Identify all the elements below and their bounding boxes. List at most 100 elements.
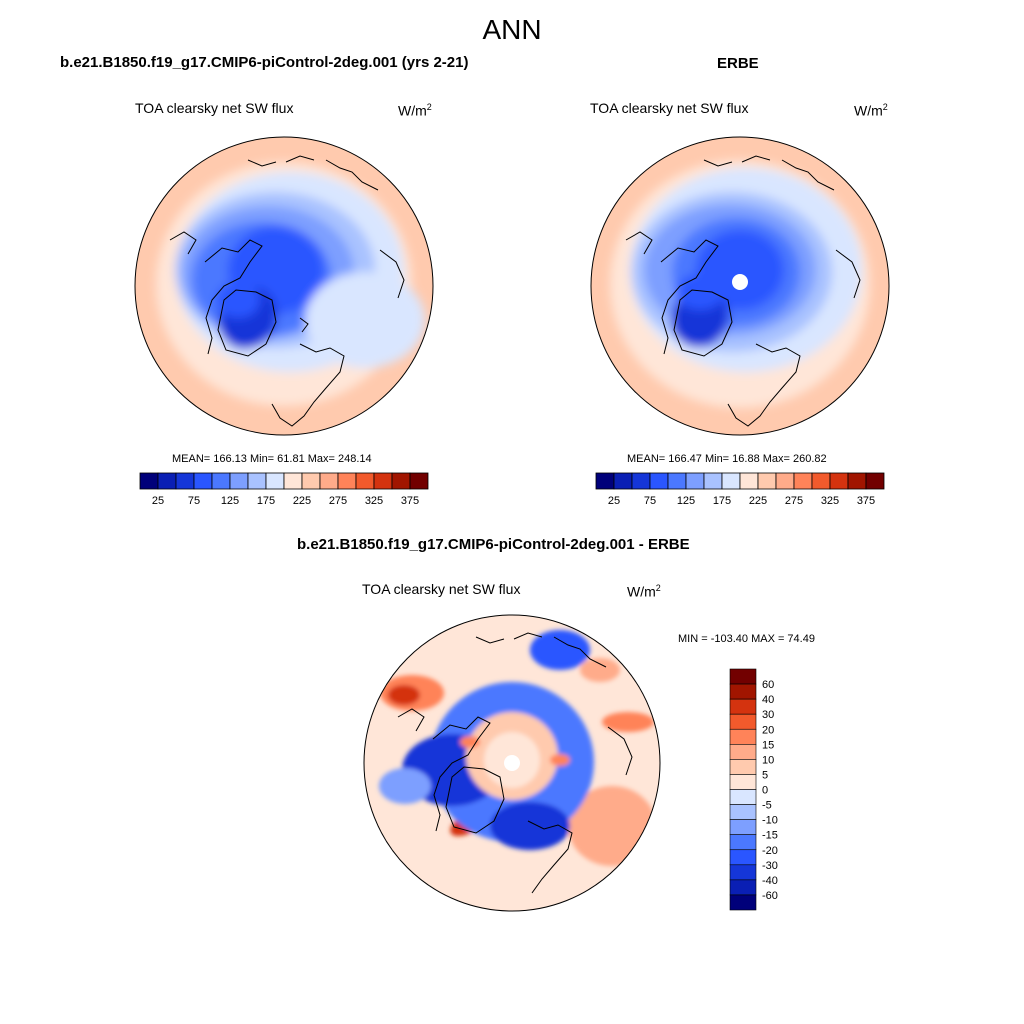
colorbar-tick-label: 125 <box>677 495 695 507</box>
colorbar-swatch <box>729 728 757 745</box>
colorbar-obs: 25 75 125 175 225 275 325 375 <box>595 472 885 507</box>
colorbar-tick-label: -60 <box>762 890 778 902</box>
panel-title-obs: ERBE <box>717 55 759 72</box>
polar-map-diff <box>364 615 660 911</box>
field-title-obs: TOA clearsky net SW flux <box>590 100 749 116</box>
colorbar-swatch <box>337 472 357 490</box>
colorbar-swatch <box>729 864 757 881</box>
colorbar-swatch <box>139 472 159 490</box>
coastlines-obs <box>625 155 861 427</box>
colorbar-swatch <box>355 472 375 490</box>
colorbar-swatch <box>729 834 757 851</box>
map-border-diff <box>363 614 661 912</box>
colorbar-tick-label: 20 <box>762 724 774 736</box>
colorbar-tick-label: 275 <box>785 495 803 507</box>
colorbar-swatch <box>729 713 757 730</box>
colorbar-tick-label: 75 <box>644 495 656 507</box>
colorbar-swatch <box>739 472 759 490</box>
colorbar-swatch <box>729 668 757 685</box>
colorbar-swatch <box>667 472 687 490</box>
colorbar-swatch <box>265 472 285 490</box>
colorbar-swatch <box>729 879 757 896</box>
colorbar-tick-label: 325 <box>365 495 383 507</box>
colorbar-tick-label: 0 <box>762 785 768 797</box>
colorbar-swatch <box>729 759 757 775</box>
colorbar-tick-label: 125 <box>221 495 239 507</box>
colorbar-swatch <box>409 472 429 490</box>
colorbar-tick-label: -20 <box>762 845 778 857</box>
colorbar-tick-label: -15 <box>762 830 778 842</box>
colorbar-swatch <box>729 804 757 820</box>
colorbar-swatch <box>811 472 831 490</box>
colorbar-tick-label: 225 <box>749 495 767 507</box>
colorbar-tick-label: 375 <box>857 495 875 507</box>
colorbar-tick-label: 10 <box>762 754 774 766</box>
colorbar-swatch <box>729 789 757 805</box>
colorbar-swatch <box>703 472 723 490</box>
units-diff: W/m2 <box>627 583 661 600</box>
colorbar-tick-label: 175 <box>257 495 275 507</box>
colorbar-swatch <box>193 472 213 490</box>
units-obs: W/m2 <box>854 102 888 119</box>
colorbar-swatch <box>175 472 195 490</box>
page-title: ANN <box>482 14 542 45</box>
colorbar-swatch <box>373 472 393 490</box>
colorbar-swatch <box>793 472 813 490</box>
colorbar-swatch <box>775 472 795 490</box>
colorbar-tick-label: 225 <box>293 495 311 507</box>
colorbar-tick-label: 40 <box>762 694 774 706</box>
field-title-model: TOA clearsky net SW flux <box>135 100 294 116</box>
colorbar-tick-label: 15 <box>762 739 774 751</box>
panel-title-model: b.e21.B1850.f19_g17.CMIP6-piControl-2deg… <box>60 54 469 71</box>
colorbar-swatch <box>631 472 651 490</box>
colorbar-swatch <box>729 744 757 760</box>
colorbar-swatch <box>391 472 411 490</box>
colorbar-swatch <box>157 472 177 490</box>
colorbar-swatch <box>649 472 669 490</box>
colorbar-tick-label: 275 <box>329 495 347 507</box>
colorbar-swatch <box>211 472 231 490</box>
colorbar-swatch <box>301 472 321 490</box>
colorbar-tick-label: 30 <box>762 709 774 721</box>
units-model: W/m2 <box>398 102 432 119</box>
coastlines-diff <box>397 632 633 894</box>
colorbar-tick-label: -5 <box>762 800 772 812</box>
colorbar-swatch <box>865 472 885 490</box>
colorbar-tick-label: 5 <box>762 769 768 781</box>
colorbar-tick-label: 325 <box>821 495 839 507</box>
colorbar-tick-label: 75 <box>188 495 200 507</box>
colorbar-diff: 60 40 30 20 15 10 5 0 -5 -10 -15 -20 -30 -40 -60 <box>729 668 778 911</box>
stats-obs: MEAN= 166.47 Min= 16.88 Max= 260.82 <box>627 453 827 465</box>
colorbar-swatch <box>729 683 757 700</box>
colorbar-model: 25 75 125 175 225 275 325 375 <box>139 472 429 507</box>
panel-title-diff: b.e21.B1850.f19_g17.CMIP6-piControl-2deg… <box>297 536 690 553</box>
field-title-diff: TOA clearsky net SW flux <box>362 581 521 597</box>
colorbar-swatch <box>229 472 249 490</box>
colorbar-swatch <box>729 849 757 866</box>
colorbar-swatch <box>319 472 339 490</box>
stats-diff: MIN = -103.40 MAX = 74.49 <box>678 633 815 645</box>
colorbar-tick-label: -10 <box>762 815 778 827</box>
colorbar-swatch <box>829 472 849 490</box>
colorbar-swatch <box>247 472 267 490</box>
colorbar-swatch <box>757 472 777 490</box>
colorbar-swatch <box>847 472 867 490</box>
coastlines-model <box>169 155 405 427</box>
colorbar-swatch <box>283 472 303 490</box>
colorbar-tick-label: 60 <box>762 679 774 691</box>
colorbar-tick-label: 375 <box>401 495 419 507</box>
map-border-obs <box>590 136 890 436</box>
colorbar-swatch <box>729 698 757 715</box>
stats-model: MEAN= 166.13 Min= 61.81 Max= 248.14 <box>172 453 372 465</box>
colorbar-swatch <box>721 472 741 490</box>
colorbar-swatch <box>729 894 757 911</box>
map-border-model <box>134 136 434 436</box>
colorbar-tick-label: 25 <box>608 495 620 507</box>
colorbar-swatch <box>729 819 757 835</box>
colorbar-swatch <box>613 472 633 490</box>
colorbar-swatch <box>685 472 705 490</box>
colorbar-swatch <box>595 472 615 490</box>
colorbar-tick-label: -30 <box>762 860 778 872</box>
colorbar-tick-label: 25 <box>152 495 164 507</box>
colorbar-tick-label: -40 <box>762 875 778 887</box>
